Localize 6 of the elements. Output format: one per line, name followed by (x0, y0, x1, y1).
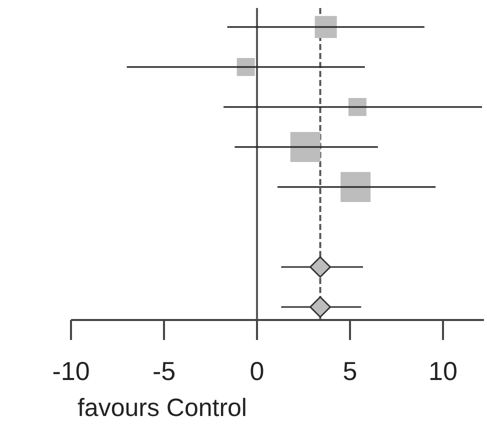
x-tick-label: 0 (250, 356, 264, 386)
text: favours Control (77, 394, 247, 422)
x-tick-label: -5 (152, 356, 176, 386)
x-tick-label: 10 (428, 356, 458, 386)
x-tick-label: -10 (52, 356, 90, 386)
x-tick-label: 5 (342, 356, 358, 386)
